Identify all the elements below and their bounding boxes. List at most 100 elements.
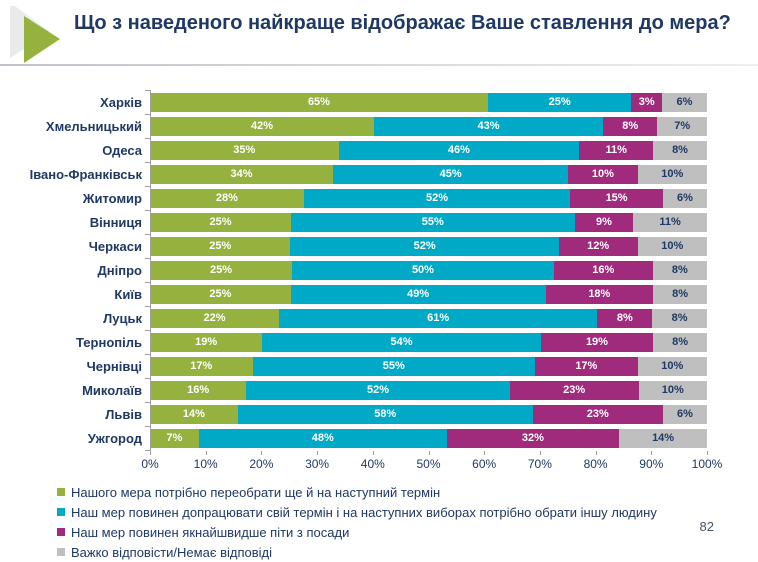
chart-row: Харків 65% 25% 3% 6%	[0, 90, 707, 114]
category-label: Хмельницький	[45, 118, 142, 134]
bar: 14% 58% 23% 6%	[150, 404, 707, 424]
header-divider	[0, 64, 758, 66]
bar-value-label: 52%	[367, 384, 390, 396]
bar-segment: 8%	[653, 284, 707, 304]
x-axis-tick-label: 70%	[527, 457, 552, 471]
y-axis-line	[150, 90, 151, 451]
bar: 25% 50% 16% 8%	[150, 260, 708, 280]
chart-row: Одеса 35% 46% 11% 8%	[0, 138, 707, 162]
bar-segment: 52%	[303, 188, 571, 208]
bar-value-label: 25%	[548, 96, 571, 108]
bar-segment: 32%	[446, 428, 620, 448]
bar-segment: 10%	[638, 380, 708, 400]
category-label: Харків	[100, 94, 142, 110]
bar-value-label: 8%	[672, 144, 688, 156]
bar-value-label: 19%	[195, 336, 218, 348]
bar-value-label: 7%	[674, 120, 691, 132]
x-axis-tick	[150, 451, 151, 455]
chart-row: Ужгород 7% 48% 32% 14%	[0, 426, 708, 450]
bar-segment: 6%	[662, 404, 707, 424]
bar-value-label: 50%	[411, 264, 434, 276]
bar-value-label: 48%	[311, 432, 334, 444]
chart-row: Хмельницький 42% 43% 8% 7%	[0, 114, 707, 138]
bar-segment: 10%	[637, 164, 707, 184]
bar-value-label: 65%	[307, 96, 330, 108]
bar-segment: 18%	[545, 284, 654, 304]
bar-segment: 49%	[290, 284, 546, 304]
bar-segment: 43%	[374, 116, 604, 136]
bar: 65% 25% 3% 6%	[150, 92, 707, 112]
bar-value-label: 17%	[190, 360, 213, 372]
bar-value-label: 16%	[187, 384, 210, 396]
x-axis-tick-label: 100%	[691, 457, 723, 471]
bar-segment: 45%	[333, 164, 569, 184]
bar-segment: 12%	[558, 236, 638, 256]
x-axis-tick	[539, 451, 541, 455]
bar-value-label: 8%	[672, 336, 688, 348]
bar-value-label: 55%	[421, 216, 444, 228]
page-title: Що з наведеного найкраще відображає Ваше…	[74, 12, 731, 34]
bar-segment: 65%	[150, 92, 488, 112]
bar-segment: 8%	[653, 332, 707, 352]
bar-segment: 8%	[652, 260, 708, 280]
bar-value-label: 52%	[425, 192, 449, 204]
bar-value-label: 6%	[676, 408, 693, 420]
bar: 16% 52% 23% 10%	[150, 380, 708, 400]
bar-segment: 52%	[290, 236, 559, 256]
bar-segment: 11%	[579, 140, 654, 160]
bar-segment: 16%	[150, 380, 247, 400]
bar-segment: 52%	[246, 380, 510, 400]
category-label: Чернівці	[86, 358, 142, 374]
bar-segment: 15%	[570, 188, 663, 208]
bar-value-label: 19%	[585, 336, 608, 348]
bar-value-label: 15%	[605, 192, 628, 204]
bar-value-label: 8%	[622, 120, 639, 132]
category-label: Ужгород	[87, 430, 142, 446]
legend-swatch	[57, 528, 65, 536]
bar-value-label: 8%	[671, 312, 688, 324]
bar-value-label: 58%	[374, 408, 397, 420]
bar-value-label: 17%	[575, 360, 598, 372]
bar: 28% 52% 15% 6%	[150, 188, 707, 208]
bar-value-label: 6%	[676, 192, 693, 204]
category-label: Луцьк	[103, 310, 142, 326]
x-axis-tick	[595, 451, 597, 455]
arrow-front-shape	[24, 16, 60, 63]
category-label: Житомир	[82, 190, 142, 206]
legend-label: Нашого мера потрібно переобрати ще й на …	[71, 484, 441, 500]
bar-segment: 58%	[237, 404, 533, 424]
x-axis-tick	[372, 451, 374, 455]
x-axis-tick	[205, 451, 207, 455]
chart-row: Івано-Франківськ 34% 45% 10% 10%	[0, 162, 707, 186]
bar-segment: 14%	[619, 428, 708, 448]
chart-row: Львів 14% 58% 23% 6%	[0, 402, 707, 426]
category-label: Одеса	[102, 142, 142, 158]
bar-value-label: 61%	[427, 312, 450, 324]
bar-value-label: 34%	[230, 168, 253, 180]
bar-segment: 14%	[150, 404, 238, 424]
x-axis-tick	[484, 451, 486, 455]
bar-value-label: 10%	[661, 384, 684, 396]
category-label: Тернопіль	[76, 334, 142, 350]
bar-value-label: 11%	[605, 144, 627, 156]
bar-value-label: 25%	[209, 288, 232, 300]
category-label: Дніпро	[97, 262, 142, 278]
chart-row: Тернопіль 19% 54% 19% 8%	[0, 330, 707, 354]
bar: 19% 54% 19% 8%	[150, 332, 707, 352]
chart-row: Київ 25% 49% 18% 8%	[0, 282, 707, 306]
bar-value-label: 52%	[413, 240, 436, 252]
bar-value-label: 25%	[209, 216, 232, 228]
bar-segment: 25%	[150, 212, 291, 232]
x-axis: 0% 10% 20% 30% 40% 50% 60% 70% 80% 90% 100%	[141, 450, 722, 476]
bar-segment: 55%	[252, 356, 536, 376]
bar-value-label: 10%	[661, 240, 684, 252]
bar-value-label: 25%	[209, 240, 232, 252]
x-axis-tick	[651, 451, 653, 455]
bar: 17% 55% 17% 10%	[150, 356, 707, 376]
category-label: Миколаїв	[82, 382, 142, 398]
category-label: Київ	[114, 286, 142, 302]
bar-value-label: 12%	[587, 240, 610, 252]
bar-segment: 11%	[633, 212, 707, 232]
bar-segment: 7%	[657, 116, 707, 136]
category-label: Львів	[105, 406, 142, 422]
